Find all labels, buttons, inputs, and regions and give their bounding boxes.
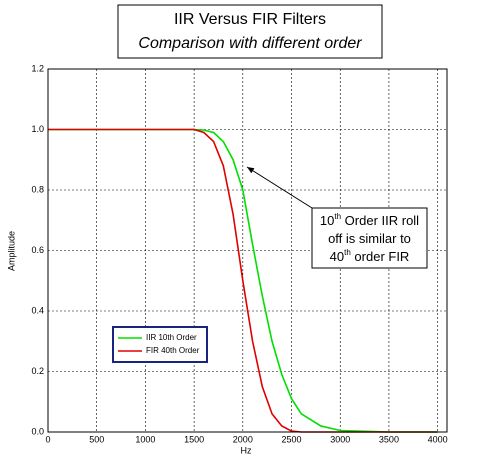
chart-subtitle: Comparison with different order [138, 35, 362, 52]
annotation-text: 10th Order IIR roll [320, 212, 419, 228]
y-tick-label: 0.0 [31, 426, 44, 436]
y-tick-label: 1.2 [31, 63, 44, 73]
legend-label: FIR 40th Order [146, 346, 200, 355]
annotation-part: 10 [320, 213, 334, 228]
annotation-text: 40th order FIR [330, 248, 410, 264]
y-tick-label: 0.4 [31, 305, 44, 315]
legend-box [112, 326, 208, 363]
y-tick-label: 1.0 [31, 124, 44, 134]
x-axis-label: Hz [241, 445, 252, 455]
annotation-superscript: th [334, 212, 341, 221]
y-tick-label: 0.6 [31, 245, 44, 255]
y-tick-label: 0.8 [31, 184, 44, 194]
annotation-part: order FIR [351, 249, 410, 264]
y-tick-label: 0.2 [31, 366, 44, 376]
legend-label: IIR 10th Order [146, 333, 197, 342]
annotation-box [311, 207, 428, 269]
annotation-part: Order IIR roll [341, 213, 419, 228]
chart-title: IIR Versus FIR Filters [174, 11, 326, 28]
x-tick-label: 2000 [233, 434, 253, 444]
x-tick-label: 3000 [330, 434, 350, 444]
annotation-arrow [246, 166, 313, 209]
annotation-superscript: th [344, 248, 351, 257]
x-tick-label: 500 [89, 434, 104, 444]
title-box [117, 4, 383, 59]
plot-frame [47, 68, 448, 433]
x-tick-label: 3500 [379, 434, 399, 444]
annotation-part: off is similar to [328, 231, 411, 246]
x-tick-label: 4000 [428, 434, 448, 444]
x-tick-label: 2500 [282, 434, 302, 444]
annotation-text: off is similar to [328, 231, 411, 246]
x-tick-label: 1500 [184, 434, 204, 444]
annotation-part: 40 [330, 249, 344, 264]
y-axis-label: Amplitude [6, 231, 16, 271]
x-tick-label: 0 [45, 434, 50, 444]
x-tick-label: 1000 [135, 434, 155, 444]
